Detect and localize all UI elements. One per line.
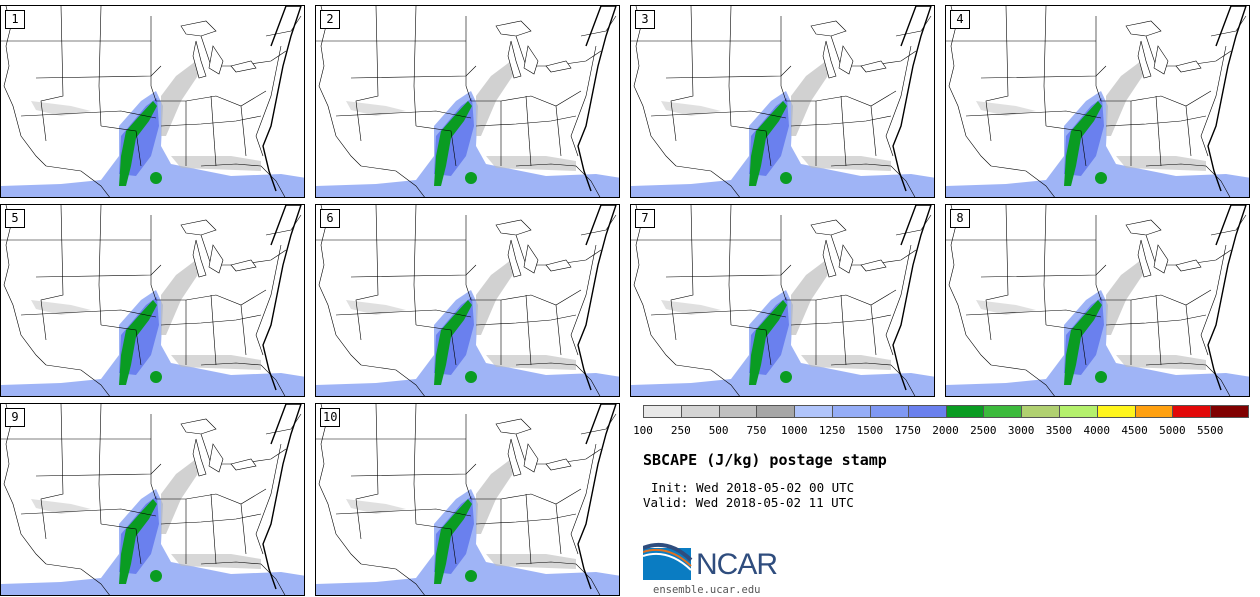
ncar-logo-icon (643, 543, 693, 580)
colorbar-segment (718, 405, 758, 418)
colorbar-tick-label: 3500 (1045, 424, 1073, 437)
plot-title: SBCAPE (J/kg) postage stamp (643, 451, 887, 469)
colorbar-segment (756, 405, 796, 418)
colorbar-segment (1172, 405, 1212, 418)
colorbar-tick-label: 100 (633, 424, 653, 437)
colorbar-segment (907, 405, 947, 418)
colorbar-segment (945, 405, 985, 418)
colorbar-tick-label: 1250 (818, 424, 846, 437)
colorbar-tick-label: 2000 (932, 424, 959, 437)
map-panel (1, 404, 304, 595)
colorbar-tick-label: 3000 (1007, 424, 1035, 437)
member-number-label: 3 (635, 10, 655, 29)
map-panel (631, 6, 934, 197)
colorbar-segment (1058, 405, 1098, 418)
ensemble-member-panel: 8 (945, 204, 1250, 397)
ncar-logo-text: NCAR (696, 548, 778, 581)
colorbar-segment (983, 405, 1023, 418)
colorbar-tick-label: 4500 (1121, 424, 1148, 437)
map-panel (946, 205, 1249, 396)
colorbar-segment (832, 405, 871, 418)
colorbar-tick-label: 4000 (1083, 424, 1111, 437)
colorbar-tick-label: 2500 (970, 424, 997, 437)
init-time: Init: Wed 2018-05-02 00 UTC (651, 480, 855, 495)
ensemble-member-panel: 6 (315, 204, 620, 397)
map-panel (631, 205, 934, 396)
member-number-label: 7 (635, 209, 655, 228)
map-panel (316, 205, 619, 396)
map-panel (946, 6, 1249, 197)
colorbar-tick-label: 5000 (1159, 424, 1186, 437)
colorbar-tick-label: 500 (708, 424, 729, 437)
ensemble-member-panel: 5 (0, 204, 305, 397)
ensemble-member-panel: 2 (315, 5, 620, 198)
member-number-label: 8 (950, 209, 970, 228)
map-panel (1, 6, 304, 197)
member-number-label: 10 (320, 408, 341, 427)
member-number-label: 5 (5, 209, 25, 228)
colorbar-tick-label: 5500 (1196, 424, 1224, 437)
member-number-label: 9 (5, 408, 25, 427)
ensemble-member-panel: 10 (315, 403, 620, 596)
colorbar-tick-label: 1000 (781, 424, 808, 437)
member-number-label: 6 (320, 209, 340, 228)
colorbar-segment (1134, 405, 1174, 418)
colorbar-segment (643, 405, 682, 418)
colorbar-segment (794, 405, 834, 418)
map-panel (316, 404, 619, 595)
colorbar-tick-label: 250 (670, 424, 691, 437)
colorbar-segment (1021, 405, 1060, 418)
colorbar-tick-label: 750 (746, 424, 767, 437)
colorbar-segment (680, 405, 720, 418)
sbcape-colorbar (643, 405, 1249, 419)
ensemble-member-panel: 1 (0, 5, 305, 198)
member-number-label: 2 (320, 10, 340, 29)
ensemble-member-panel: 3 (630, 5, 935, 198)
site-url: ensemble.ucar.edu (653, 584, 761, 596)
colorbar-tick-label: 1500 (856, 424, 884, 437)
member-number-label: 4 (950, 10, 970, 29)
colorbar-tick-label: 1750 (894, 424, 921, 437)
colorbar-segment (869, 405, 909, 418)
member-number-label: 1 (5, 10, 25, 29)
valid-time: Valid: Wed 2018-05-02 11 UTC (643, 495, 854, 510)
colorbar-segment (1096, 405, 1136, 418)
map-panel (316, 6, 619, 197)
ensemble-member-panel: 7 (630, 204, 935, 397)
ensemble-member-panel: 4 (945, 5, 1250, 198)
colorbar-segment (1210, 405, 1249, 418)
ensemble-member-panel: 9 (0, 403, 305, 596)
map-panel (1, 205, 304, 396)
